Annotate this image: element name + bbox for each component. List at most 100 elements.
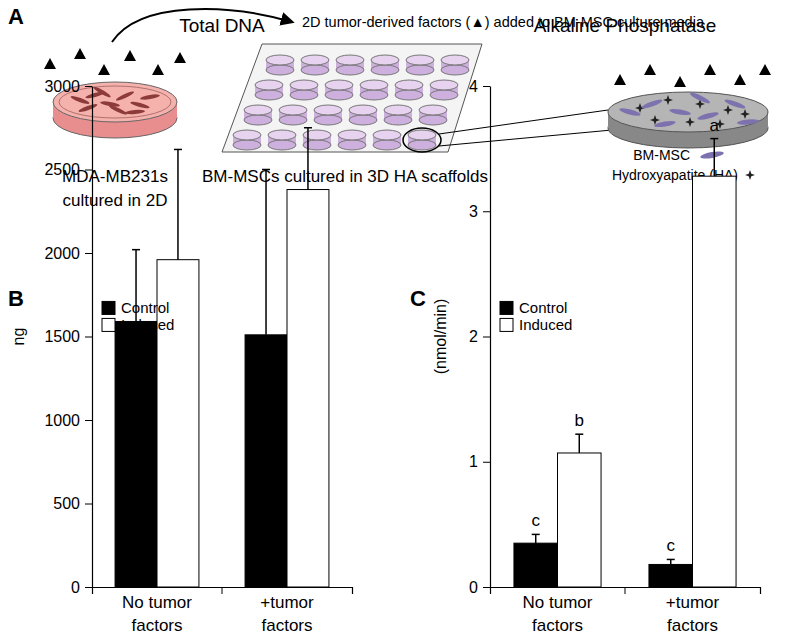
well-top	[268, 130, 296, 140]
well-top	[441, 55, 469, 65]
caption-line: cultured in 2D	[63, 191, 168, 210]
tumor-factor	[74, 48, 86, 59]
tick-label: 1500	[44, 328, 80, 345]
bar	[649, 564, 693, 587]
tick: +tumorfactors	[666, 587, 720, 635]
tick: No tumor factors	[523, 587, 593, 635]
error-cap	[304, 127, 312, 129]
tumor-factor	[704, 64, 716, 75]
msc-cell	[689, 91, 711, 105]
well-top	[233, 130, 261, 140]
well-bottom	[441, 65, 469, 75]
arrow	[112, 9, 292, 42]
legend-label: Induced	[519, 316, 572, 333]
tumor-factor	[44, 58, 56, 69]
well-bottom	[314, 115, 342, 125]
tick-label: 1000	[44, 412, 80, 429]
well-bottom	[371, 65, 399, 75]
well-top	[279, 105, 307, 115]
chart-title: Total DNA	[179, 15, 265, 36]
tick: 0	[469, 579, 490, 596]
legend-swatch	[102, 318, 115, 331]
tick-label: 1	[469, 453, 478, 470]
tumor-factor	[614, 74, 626, 85]
tick-mark	[483, 587, 490, 588]
bar	[115, 321, 157, 587]
well-top	[325, 80, 353, 90]
y-axis-title: (nmol/min)	[432, 299, 449, 375]
well-bottom	[290, 90, 318, 100]
well-top	[244, 105, 272, 115]
tick: No tumorfactors	[122, 587, 192, 635]
well-bottom	[349, 115, 377, 125]
well-top	[314, 105, 342, 115]
bar	[287, 190, 329, 587]
tick: 0	[71, 579, 92, 596]
key-star	[745, 170, 755, 180]
tick: 2	[469, 328, 490, 345]
tumor-factor	[152, 64, 164, 75]
bar	[514, 543, 558, 587]
x-axis: No tumorfactors +tumorfactors	[93, 587, 353, 635]
key-label: BM-MSC	[633, 147, 690, 163]
error-bar	[262, 170, 270, 335]
plot-area	[115, 128, 329, 587]
tick: +tumorfactors	[260, 587, 314, 635]
error-bar	[532, 534, 540, 543]
center-caption: BM-MSCs cultured in 3D HA scaffolds	[202, 167, 488, 186]
msc-cell	[669, 108, 692, 117]
tick-mark	[483, 211, 490, 212]
well-top	[384, 105, 412, 115]
tick-label-line: No tumor	[523, 593, 593, 612]
error-cap	[575, 433, 583, 435]
well-top	[303, 130, 331, 140]
annotation: c	[531, 511, 540, 530]
well-top	[290, 80, 318, 90]
chart-panel: BTotal DNAng050010001500200025003000No t…	[8, 15, 353, 635]
error-line	[177, 149, 179, 259]
well-bottom	[395, 90, 423, 100]
plate	[222, 44, 482, 152]
tumor-cell	[140, 93, 160, 100]
tick-label-line: +tumor	[666, 593, 720, 612]
tumor-factor	[674, 76, 686, 87]
annotation: a	[710, 116, 720, 135]
well-top	[349, 105, 377, 115]
tick-mark	[85, 337, 92, 338]
error-cap	[532, 534, 540, 536]
tick: 2000	[44, 245, 92, 262]
well-top	[360, 80, 388, 90]
bar	[693, 176, 737, 587]
error-cap	[262, 169, 270, 171]
well-bottom	[325, 90, 353, 100]
group-separator	[222, 587, 223, 594]
tumor-cell	[115, 90, 135, 102]
well-bottom	[268, 140, 296, 150]
well-top	[336, 55, 364, 65]
well-bottom	[336, 65, 364, 75]
tumor-factor	[644, 64, 656, 75]
tumor-cell	[125, 109, 145, 115]
tick-label: +tumorfactors	[260, 593, 314, 635]
panel-label: C	[410, 286, 426, 311]
well-top	[266, 55, 294, 65]
well-bottom	[373, 140, 401, 150]
tick: 2500	[44, 161, 92, 178]
axis-line	[490, 87, 491, 588]
tick: 1000	[44, 412, 92, 429]
ha-particle	[685, 117, 695, 127]
tick-label: 3000	[44, 78, 80, 95]
legend-swatch	[500, 301, 513, 314]
tumor-factor	[98, 64, 110, 75]
well-bottom	[255, 90, 283, 100]
tick-label-line: factors	[532, 616, 583, 635]
y-axis: 01234	[469, 78, 490, 596]
ha-particle	[723, 105, 733, 115]
ha-particle	[663, 95, 673, 105]
annotation: c	[666, 536, 675, 555]
chart-title: Alkaline Phosphatase	[534, 15, 717, 36]
well-top	[406, 55, 434, 65]
tick-mark	[85, 253, 92, 254]
well-top	[338, 130, 366, 140]
tick-mark	[85, 504, 92, 505]
